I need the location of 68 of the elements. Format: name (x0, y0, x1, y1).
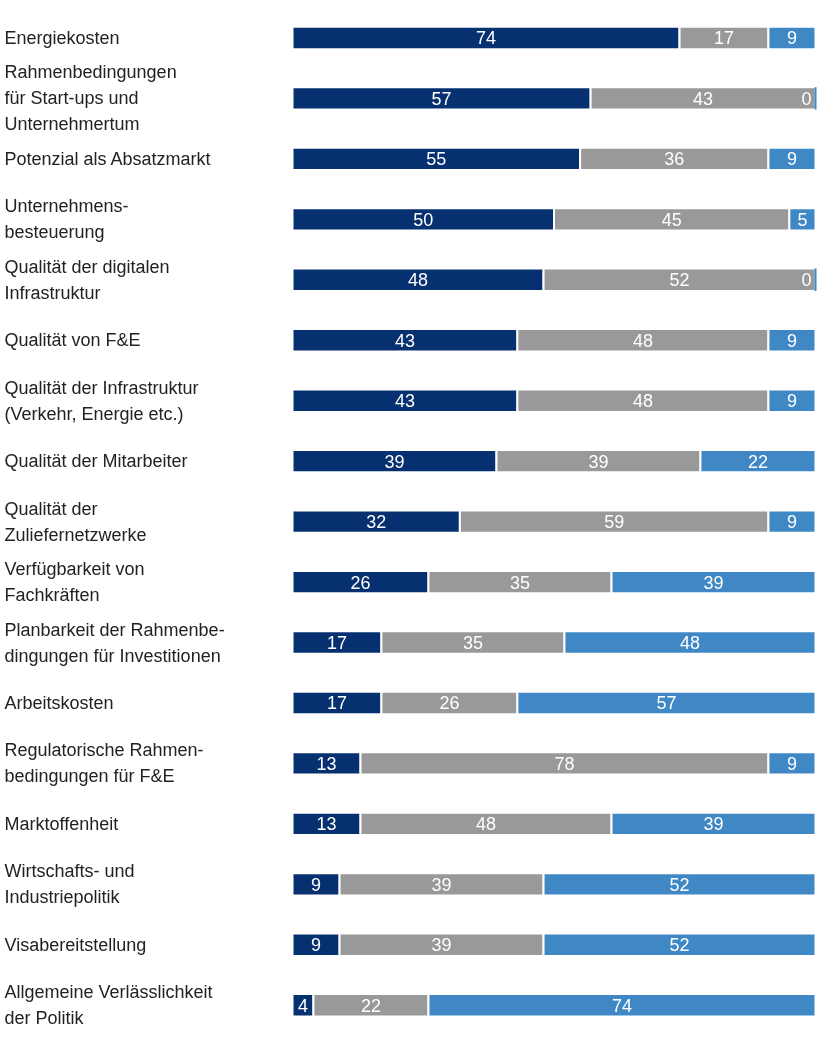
data-label: 74 (611, 995, 633, 1016)
y-tick-label: Qualität der Zuliefernetzwerke (4, 498, 147, 545)
data-label: 17 (326, 633, 347, 654)
data-label: 74 (476, 28, 497, 49)
data-label: 39 (703, 572, 724, 593)
data-label: 48 (679, 633, 700, 654)
data-label: 48 (632, 391, 653, 412)
data-label: 39 (431, 874, 452, 895)
y-tick-label: Qualität der Mitarbeiter (4, 451, 188, 472)
data-label: 59 (604, 512, 625, 533)
data-label: 5 (797, 209, 808, 230)
data-label: 26 (350, 572, 371, 593)
data-label: 52 (669, 874, 690, 895)
data-label: 36 (664, 149, 685, 170)
data-label: 48 (476, 814, 497, 835)
data-label: 9 (786, 149, 797, 170)
data-label: 57 (431, 88, 452, 109)
data-label: 39 (431, 935, 452, 956)
y-tick-label: Visabereitstellung (4, 934, 147, 955)
y-tick-label: Wirtschafts- und Industriepolitik (4, 861, 135, 908)
data-label: 48 (408, 270, 429, 291)
y-tick-label: Potenzial als Absatzmarkt (4, 148, 211, 169)
y-tick-label: Arbeitskosten (4, 692, 114, 713)
y-tick-label: Planbarkeit der Rahmenbe- dingungen für Investitionen (4, 619, 225, 666)
data-label: 45 (661, 209, 682, 230)
data-label: 9 (786, 753, 797, 774)
data-label: 43 (394, 391, 415, 412)
data-label: 52 (669, 270, 690, 291)
data-label: 22 (747, 451, 768, 472)
data-label: 43 (394, 330, 415, 351)
data-label: 35 (462, 633, 483, 654)
data-label: 0 (801, 88, 812, 109)
data-label: 48 (632, 330, 653, 351)
y-tick-label: Rahmenbedingungen für Start-ups und Unternehmertum (4, 62, 177, 135)
data-label: 9 (786, 28, 797, 49)
y-tick-label: Qualität der Infrastruktur (Verkehr, Energie etc.) (4, 377, 199, 424)
data-label: 9 (786, 391, 797, 412)
data-label: 39 (588, 451, 609, 472)
data-label: 26 (439, 693, 460, 714)
y-tick-label: Regulatorische Rahmen- bedingungen für F&E (4, 740, 204, 787)
data-label: 32 (366, 512, 387, 533)
data-label: 35 (509, 572, 531, 593)
y-tick-label: Qualität von F&E (4, 330, 141, 351)
data-label: 39 (384, 451, 405, 472)
data-label: 9 (311, 935, 322, 956)
y-tick-label: Marktoffenheit (4, 813, 119, 834)
data-label: 9 (786, 512, 797, 533)
data-label: 9 (786, 330, 797, 351)
data-label: 57 (656, 693, 677, 714)
data-label: 13 (316, 814, 337, 835)
data-label: 13 (316, 753, 337, 774)
data-label: 55 (426, 149, 447, 170)
y-tick-label: Verfügbarkeit von Fachkräften (4, 559, 145, 606)
data-label: 43 (693, 88, 714, 109)
data-label: 22 (360, 995, 381, 1016)
data-label: 0 (801, 270, 812, 291)
y-tick-label: Allgemeine Verlässlichkeit der Politik (4, 982, 213, 1029)
y-tick-label: Unternehmens- besteuerung (4, 196, 129, 243)
data-label: 17 (713, 28, 734, 49)
y-tick-label: Energiekosten (4, 27, 120, 48)
data-label: 9 (311, 874, 322, 895)
data-label: 17 (326, 693, 347, 714)
data-label: 4 (297, 995, 308, 1016)
y-tick-label: Qualität der digitalen Infrastruktur (4, 256, 170, 303)
data-label: 50 (413, 209, 434, 230)
data-label: 78 (554, 753, 575, 774)
data-label: 39 (703, 814, 724, 835)
data-label: 52 (669, 935, 690, 956)
